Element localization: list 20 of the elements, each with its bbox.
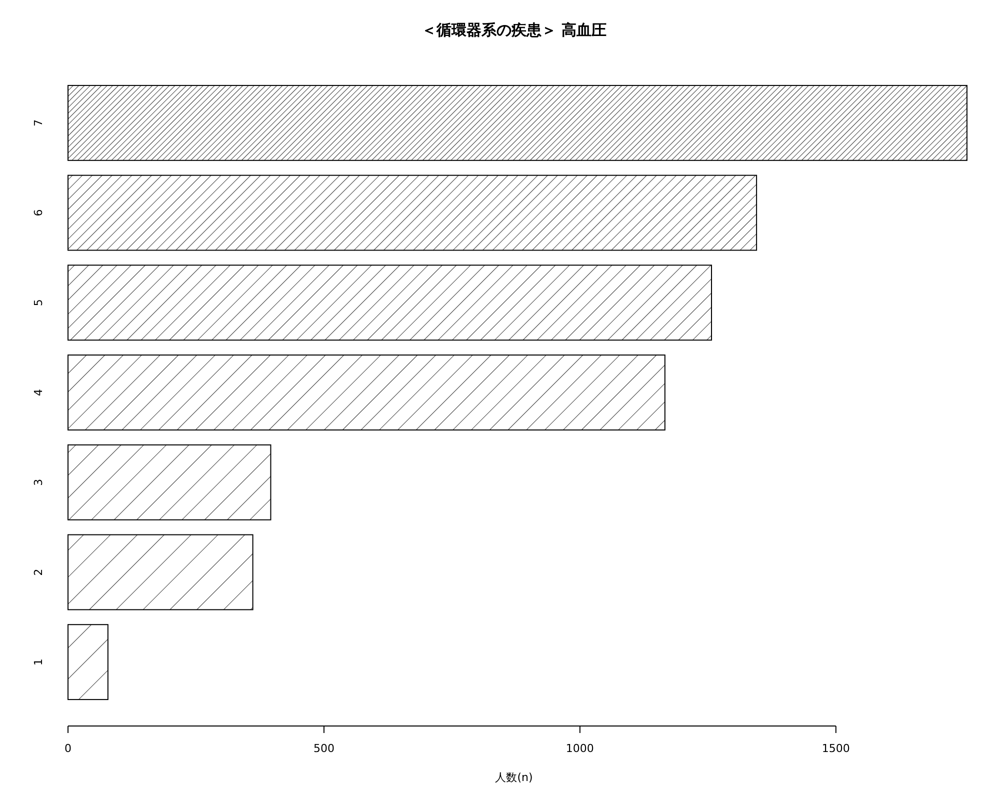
bar xyxy=(68,624,108,700)
y-tick-label: 6 xyxy=(32,209,45,216)
x-tick-label: 1000 xyxy=(566,742,594,755)
y-tick-label: 3 xyxy=(32,478,45,486)
bar xyxy=(68,444,272,520)
y-tick-label: 2 xyxy=(32,568,45,576)
x-tick-label: 500 xyxy=(313,742,334,755)
bar xyxy=(68,264,712,341)
x-tick-label: 1500 xyxy=(822,742,850,755)
y-tick-label: 4 xyxy=(32,389,45,396)
x-axis-title: 人数(n) xyxy=(495,771,533,784)
y-tick-label: 7 xyxy=(32,119,45,126)
chart-title: ＜循環器系の疾患＞ 高血圧 xyxy=(421,21,607,39)
bar xyxy=(68,354,666,430)
x-tick-label: 0 xyxy=(64,742,72,755)
bar xyxy=(68,534,254,610)
y-tick-label: 1 xyxy=(32,658,45,666)
bar xyxy=(68,84,968,161)
y-tick-label: 5 xyxy=(32,299,45,306)
bar xyxy=(68,174,758,251)
